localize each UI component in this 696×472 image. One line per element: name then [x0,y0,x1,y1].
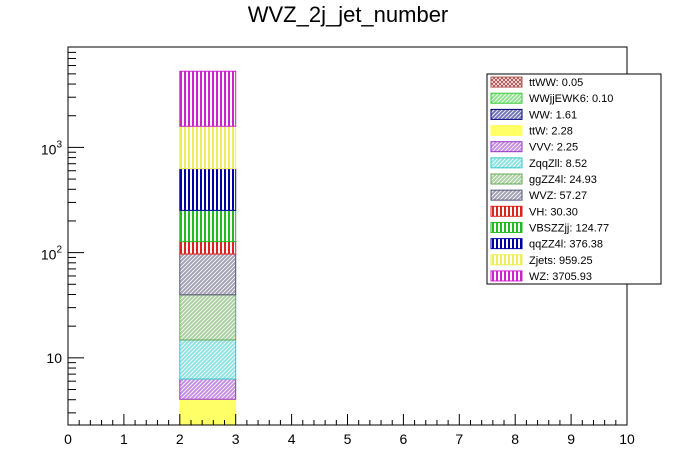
x-tick-label: 1 [120,431,128,447]
legend-swatch [490,254,523,266]
legend-swatch [490,270,523,282]
legend-swatch [490,238,523,250]
legend-label: ttW: 2.28 [529,126,573,138]
bar-segment [179,125,237,170]
legend-label: WW: 1.61 [529,109,577,121]
legend-label: VH: 30.30 [529,206,578,218]
y-tick-label: 10 [46,350,62,366]
bar-segment [179,398,237,426]
x-tick-label: 9 [567,431,575,447]
legend: ttWW: 0.05 WWjjEWK6: 0.10 WW: 1.61 ttW: 2.2… [486,73,662,285]
x-tick-label: 5 [344,431,352,447]
legend-label: qqZZ4l: 376.38 [529,239,603,251]
bar-segment [179,339,237,380]
x-tick-label: 2 [176,431,184,447]
x-tick-label: 3 [232,431,240,447]
axes: 0 1 2 3 4 5 6 7 8 9 10 10 102 103 [41,46,635,447]
legend-label: ttWW: 0.05 [529,77,583,89]
bar-segment [179,209,237,243]
bar-segment [179,294,237,341]
legend-swatch [490,125,523,137]
bar-segment [179,378,237,400]
legend-label: ZqqZll: 8.52 [529,158,587,170]
legend-swatch [490,189,523,201]
legend-swatch [490,92,523,104]
x-tick-label: 7 [455,431,463,447]
x-tick-label: 4 [288,431,296,447]
legend-swatch [490,205,523,217]
x-tick-label: 10 [619,431,635,447]
chart-title: WVZ_2j_jet_number [247,2,449,27]
y-tick-label: 103 [41,139,63,157]
x-tick-label: 6 [400,431,408,447]
legend-label: WZ: 3705.93 [529,271,592,283]
legend-label: WWjjEWK6: 0.10 [529,93,613,105]
legend-label: Zjets: 959.25 [529,255,593,267]
bar-stack [179,70,237,426]
bar-segment [179,168,237,211]
bar-segment [179,70,237,127]
bar-segment [179,241,237,255]
legend-swatch [490,173,523,185]
x-tick-label: 0 [64,431,72,447]
legend-label: WVZ: 57.27 [529,190,587,202]
legend-label: VBSZZjj: 124.77 [529,222,609,234]
legend-label: ggZZ4l: 24.93 [529,174,597,186]
x-tick-label: 8 [511,431,519,447]
legend-swatch [490,221,523,233]
legend-swatch [490,76,523,88]
y-tick-label: 102 [41,245,63,263]
legend-swatch [490,141,523,153]
bar-segment [179,253,237,296]
legend-swatch [490,108,523,120]
legend-swatch [490,157,523,169]
legend-label: VVV: 2.25 [529,142,578,154]
